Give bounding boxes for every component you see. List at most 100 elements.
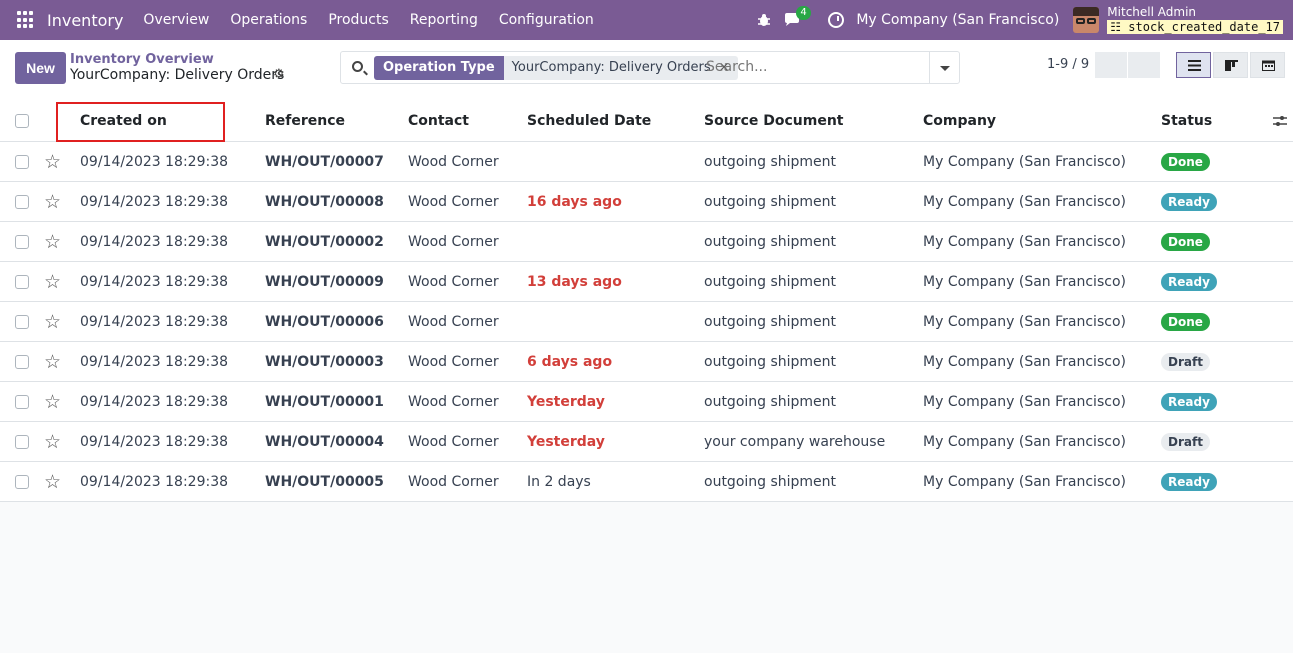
- cell-scheduled: 16 days ago: [527, 193, 622, 210]
- table-row[interactable]: ☆ 09/14/2023 18:29:38 WH/OUT/00002 Wood Cor…: [0, 222, 1293, 262]
- menu-products[interactable]: Products: [328, 12, 389, 28]
- cell-contact: Wood Corner: [408, 473, 499, 490]
- cell-ref: WH/OUT/00004: [265, 433, 384, 450]
- column-reference[interactable]: Reference: [265, 113, 346, 129]
- status-badge: Ready: [1161, 272, 1217, 291]
- search-icon[interactable]: [352, 61, 363, 72]
- row-checkbox[interactable]: [15, 274, 29, 289]
- optional-columns-sliders-icon[interactable]: [1273, 115, 1287, 127]
- table-row[interactable]: ☆ 09/14/2023 18:29:38 WH/OUT/00009 Wood Cor…: [0, 262, 1293, 302]
- row-checkbox[interactable]: [15, 314, 29, 329]
- pager-previous-button[interactable]: [1095, 52, 1127, 78]
- cell-source: outgoing shipment: [704, 393, 837, 410]
- calendar-icon: [1262, 60, 1275, 71]
- column-source-document[interactable]: Source Document: [704, 113, 844, 129]
- cell-contact: Wood Corner: [408, 313, 499, 330]
- row-checkbox[interactable]: [15, 194, 29, 209]
- user-name: Mitchell Admin: [1107, 5, 1197, 19]
- chat-icon[interactable]: 4: [784, 6, 811, 27]
- breadcrumb-parent[interactable]: Inventory Overview: [70, 52, 214, 67]
- favorite-star-icon[interactable]: ☆: [44, 230, 62, 253]
- table-row[interactable]: ☆ 09/14/2023 18:29:38 WH/OUT/00007 Wood Cor…: [0, 142, 1293, 182]
- favorite-star-icon[interactable]: ☆: [44, 350, 62, 373]
- cell-company: My Company (San Francisco): [923, 193, 1126, 210]
- favorite-star-icon[interactable]: ☆: [44, 270, 62, 293]
- table-row[interactable]: ☆ 09/14/2023 18:29:38 WH/OUT/00006 Wood Cor…: [0, 302, 1293, 342]
- column-scheduled-date[interactable]: Scheduled Date: [527, 113, 652, 129]
- row-checkbox[interactable]: [15, 434, 29, 449]
- pager-value[interactable]: 1-9 / 9: [1047, 57, 1090, 72]
- table-row[interactable]: ☆ 09/14/2023 18:29:38 WH/OUT/00004 Wood Cor…: [0, 422, 1293, 462]
- cell-created: 09/14/2023 18:29:38: [80, 353, 229, 370]
- row-checkbox[interactable]: [15, 474, 29, 489]
- list-view-button[interactable]: [1176, 52, 1211, 78]
- search-options-chevron-down-icon[interactable]: [929, 52, 959, 83]
- column-status[interactable]: Status: [1161, 113, 1213, 129]
- column-contact[interactable]: Contact: [408, 113, 469, 129]
- cell-company: My Company (San Francisco): [923, 273, 1126, 290]
- status-badge: Ready: [1161, 192, 1217, 211]
- menu-reporting[interactable]: Reporting: [409, 12, 478, 28]
- cell-created: 09/14/2023 18:29:38: [80, 273, 229, 290]
- favorite-star-icon[interactable]: ☆: [44, 310, 62, 333]
- menu-overview[interactable]: Overview: [143, 12, 210, 28]
- table-body: ☆ 09/14/2023 18:29:38 WH/OUT/00007 Wood Cor…: [0, 142, 1293, 502]
- search-bar: Operation Type YourCompany: Delivery Ord…: [340, 51, 960, 84]
- cell-ref: WH/OUT/00009: [265, 273, 384, 290]
- cell-created: 09/14/2023 18:29:38: [80, 153, 229, 170]
- cell-company: My Company (San Francisco): [923, 353, 1126, 370]
- cell-ref: WH/OUT/00001: [265, 393, 384, 410]
- row-checkbox[interactable]: [15, 154, 29, 169]
- cell-source: outgoing shipment: [704, 353, 837, 370]
- row-checkbox[interactable]: [15, 354, 29, 369]
- company-switcher[interactable]: My Company (San Francisco): [856, 12, 1060, 28]
- column-company[interactable]: Company: [923, 113, 997, 129]
- cell-created: 09/14/2023 18:29:38: [80, 233, 229, 250]
- cell-ref: WH/OUT/00003: [265, 353, 384, 370]
- favorite-star-icon[interactable]: ☆: [44, 390, 62, 413]
- cell-created: 09/14/2023 18:29:38: [80, 433, 229, 450]
- cell-created: 09/14/2023 18:29:38: [80, 313, 229, 330]
- favorite-star-icon[interactable]: ☆: [44, 190, 62, 213]
- cell-ref: WH/OUT/00007: [265, 153, 384, 170]
- column-created-on[interactable]: Created on: [80, 113, 167, 129]
- table-row[interactable]: ☆ 09/14/2023 18:29:38 WH/OUT/00008 Wood Cor…: [0, 182, 1293, 222]
- cell-source: outgoing shipment: [704, 193, 837, 210]
- activity-clock-icon[interactable]: [828, 12, 845, 28]
- app-name[interactable]: Inventory: [47, 10, 124, 30]
- table-row[interactable]: ☆ 09/14/2023 18:29:38 WH/OUT/00005 Wood Cor…: [0, 462, 1293, 502]
- cell-contact: Wood Corner: [408, 433, 499, 450]
- menu-configuration[interactable]: Configuration: [498, 12, 594, 28]
- status-badge: Draft: [1161, 352, 1210, 371]
- apps-menu-icon[interactable]: [17, 11, 35, 29]
- table-row[interactable]: ☆ 09/14/2023 18:29:38 WH/OUT/00003 Wood Cor…: [0, 342, 1293, 382]
- favorite-star-icon[interactable]: ☆: [44, 470, 62, 493]
- user-menu[interactable]: Mitchell Admin ☷ stock_created_date_17: [1107, 6, 1283, 34]
- cell-source: outgoing shipment: [704, 273, 837, 290]
- kanban-view-button[interactable]: [1213, 52, 1248, 78]
- cell-company: My Company (San Francisco): [923, 153, 1126, 170]
- top-navbar: Inventory Overview Operations Products R…: [0, 0, 1293, 40]
- debug-bug-icon[interactable]: [757, 13, 771, 27]
- pager-next-button[interactable]: [1128, 52, 1160, 78]
- cell-company: My Company (San Francisco): [923, 473, 1126, 490]
- status-badge: Ready: [1161, 392, 1217, 411]
- new-button[interactable]: New: [15, 52, 66, 84]
- select-all-checkbox[interactable]: [15, 114, 29, 128]
- search-input[interactable]: [706, 59, 926, 75]
- cell-scheduled: In 2 days: [527, 473, 591, 490]
- cell-ref: WH/OUT/00005: [265, 473, 384, 490]
- favorite-star-icon[interactable]: ☆: [44, 150, 62, 173]
- user-avatar[interactable]: [1073, 7, 1100, 33]
- cell-contact: Wood Corner: [408, 393, 499, 410]
- calendar-view-button[interactable]: [1250, 52, 1285, 78]
- menu-operations[interactable]: Operations: [230, 12, 308, 28]
- row-checkbox[interactable]: [15, 234, 29, 249]
- row-checkbox[interactable]: [15, 394, 29, 409]
- cell-ref: WH/OUT/00002: [265, 233, 384, 250]
- table-row[interactable]: ☆ 09/14/2023 18:29:38 WH/OUT/00001 Wood Cor…: [0, 382, 1293, 422]
- cell-scheduled: 13 days ago: [527, 273, 622, 290]
- favorite-star-icon[interactable]: ☆: [44, 430, 62, 453]
- status-badge: Ready: [1161, 472, 1217, 491]
- gear-icon[interactable]: ⚙: [273, 67, 285, 82]
